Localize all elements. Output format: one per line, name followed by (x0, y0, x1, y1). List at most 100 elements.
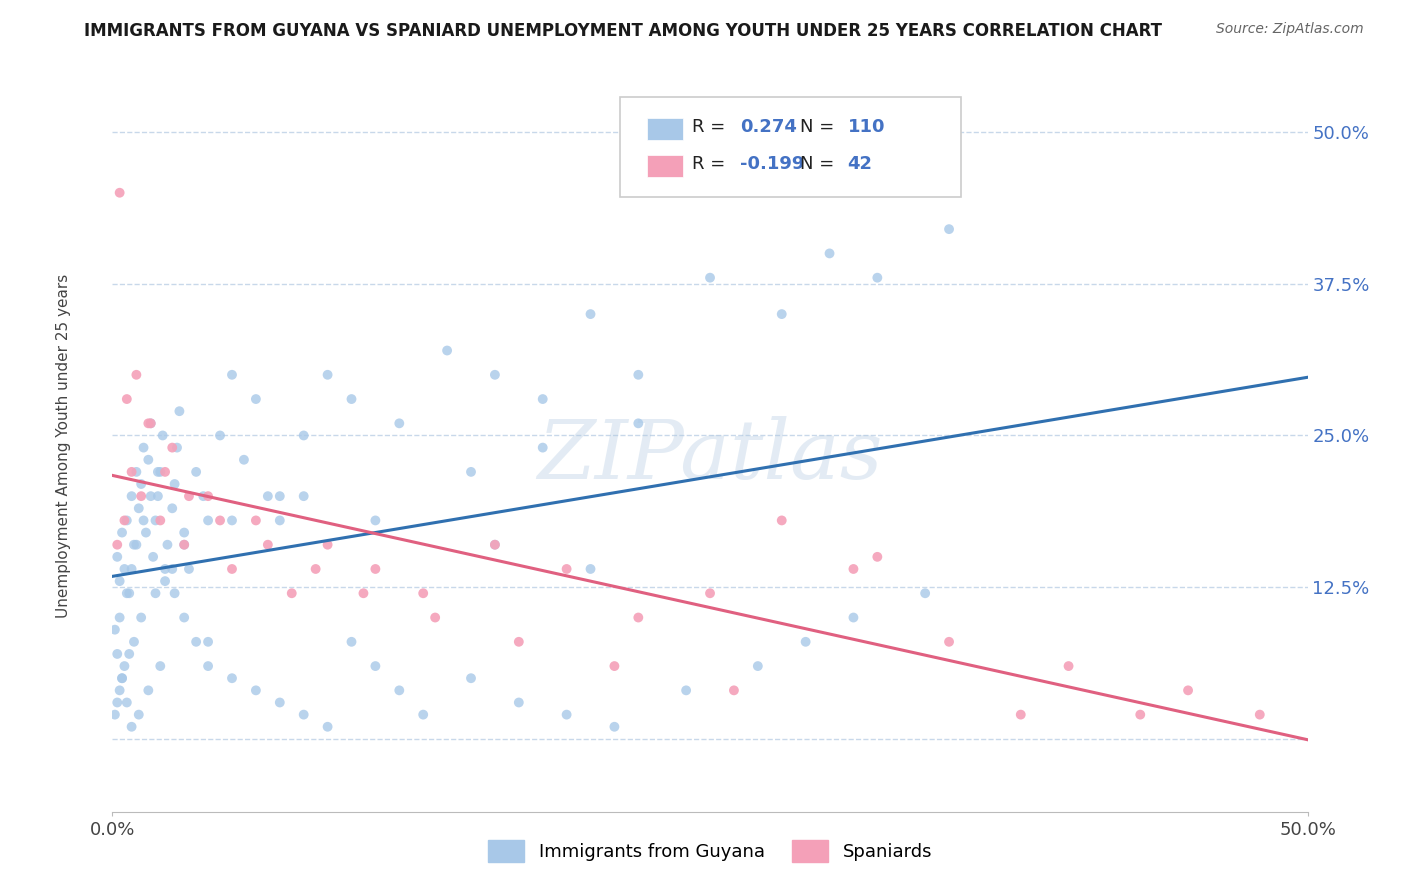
Point (388, 417, 411, 431)
Point (484, 538, 506, 552)
Point (197, 659, 219, 673)
Point (122, 635, 145, 649)
Point (747, 659, 769, 673)
Point (149, 659, 172, 673)
Point (627, 368, 650, 382)
Point (675, 683, 697, 698)
Point (115, 513, 138, 527)
Point (603, 659, 626, 673)
Point (138, 452, 160, 467)
Point (173, 538, 195, 552)
Point (340, 392, 363, 406)
Point (1129, 707, 1152, 722)
Text: IMMIGRANTS FROM GUYANA VS SPANIARD UNEMPLOYMENT AMONG YOUTH UNDER 25 YEARS CORRE: IMMIGRANTS FROM GUYANA VS SPANIARD UNEMP… (84, 22, 1163, 40)
Point (388, 683, 411, 698)
Point (128, 501, 150, 516)
Point (125, 368, 148, 382)
Point (316, 538, 339, 552)
Point (412, 586, 434, 600)
Text: N =: N = (800, 155, 839, 173)
Point (118, 647, 141, 661)
Point (866, 270, 889, 285)
Text: N =: N = (800, 118, 839, 136)
Point (316, 368, 339, 382)
Point (292, 707, 315, 722)
Point (209, 428, 232, 442)
Point (508, 635, 530, 649)
Text: Unemployment Among Youth under 25 years: Unemployment Among Youth under 25 years (56, 274, 70, 618)
Point (193, 489, 215, 503)
Point (340, 635, 363, 649)
Point (425, 610, 447, 624)
Point (121, 720, 143, 734)
Point (842, 610, 865, 624)
Point (484, 368, 506, 382)
Point (129, 610, 152, 624)
Point (245, 513, 267, 527)
Point (269, 513, 291, 527)
Point (153, 465, 176, 479)
Point (162, 441, 183, 455)
Point (579, 562, 602, 576)
Text: 110: 110 (848, 118, 884, 136)
Point (115, 392, 138, 406)
Point (770, 307, 793, 321)
Point (105, 549, 128, 564)
Point (233, 452, 256, 467)
Text: Source: ZipAtlas.com: Source: ZipAtlas.com (1216, 22, 1364, 37)
Point (352, 586, 374, 600)
Point (770, 513, 793, 527)
Point (149, 465, 172, 479)
Point (364, 513, 387, 527)
Point (135, 525, 157, 540)
Point (1057, 659, 1080, 673)
Legend: Immigrants from Guyana, Spaniards: Immigrants from Guyana, Spaniards (481, 833, 939, 870)
Point (125, 538, 148, 552)
Point (163, 477, 186, 491)
Point (104, 623, 127, 637)
Point (364, 659, 387, 673)
Point (163, 586, 186, 600)
Point (914, 586, 936, 600)
Point (114, 659, 135, 673)
Point (108, 683, 131, 698)
FancyBboxPatch shape (620, 97, 962, 197)
Point (114, 562, 135, 576)
Point (818, 246, 841, 260)
Point (281, 586, 304, 600)
Point (173, 525, 195, 540)
Text: 42: 42 (848, 155, 873, 173)
Point (269, 489, 291, 503)
Point (938, 222, 960, 236)
Point (508, 696, 530, 710)
Point (531, 392, 554, 406)
Point (627, 610, 650, 624)
Point (292, 428, 315, 442)
Point (138, 417, 160, 431)
Point (186, 465, 208, 479)
Point (177, 489, 200, 503)
Point (555, 562, 578, 576)
Point (1177, 683, 1199, 698)
Text: 0.274: 0.274 (740, 118, 797, 136)
Text: -0.199: -0.199 (740, 155, 804, 173)
FancyBboxPatch shape (647, 118, 682, 140)
Point (484, 538, 506, 552)
Point (221, 513, 243, 527)
Point (305, 562, 328, 576)
Point (146, 465, 169, 479)
Point (146, 489, 169, 503)
Point (139, 489, 162, 503)
Point (579, 307, 602, 321)
Point (221, 368, 243, 382)
Point (436, 343, 458, 358)
Point (153, 574, 176, 588)
Point (938, 635, 960, 649)
Point (197, 513, 219, 527)
Point (866, 549, 889, 564)
Text: ZIPatlas: ZIPatlas (537, 417, 883, 496)
Point (115, 696, 138, 710)
Point (111, 525, 134, 540)
Point (723, 683, 745, 698)
Point (105, 538, 128, 552)
